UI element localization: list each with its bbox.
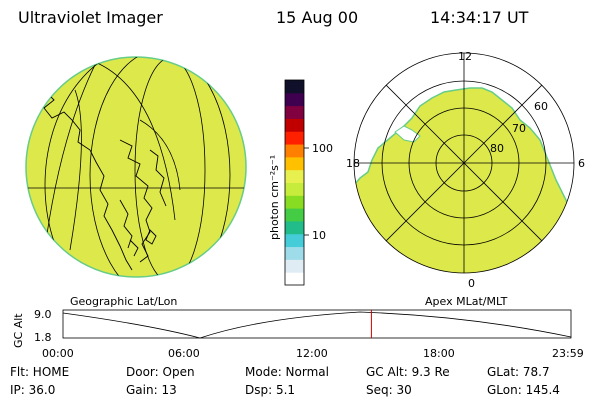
colorbar-segment [285, 144, 304, 158]
colorbar-segment [285, 156, 304, 171]
geographic-caption: Geographic Lat/Lon [70, 295, 177, 308]
status-glon: GLon: 145.4 [487, 383, 560, 397]
colorbar-segment [285, 80, 304, 94]
polar-gap [394, 125, 421, 143]
status-flt: Flt: HOME [10, 365, 70, 379]
altitude-curve [62, 311, 572, 339]
xtick-2359: 23:59 [552, 347, 584, 360]
mlt-label-18: 18 [346, 157, 360, 170]
lat-label-60: 60 [534, 100, 548, 113]
mlt-label-6: 6 [578, 157, 585, 170]
colorbar-segment [285, 208, 304, 222]
xtick-0600: 06:00 [168, 347, 200, 360]
xtick-1800: 18:00 [423, 347, 455, 360]
lat-label-70: 70 [512, 122, 526, 135]
status-gc-alt: GC Alt: 9.3 Re [366, 365, 450, 379]
colorbar-segment [285, 105, 304, 119]
colorbar-segment [285, 182, 304, 196]
instrument-title: Ultraviolet Imager [18, 8, 163, 27]
colorbar-gradient [285, 80, 304, 286]
mlt-label-0: 0 [468, 277, 475, 290]
status-ip: IP: 36.0 [10, 383, 56, 397]
polar-grid [353, 52, 575, 274]
polar-image: 12 18 6 0 60 70 80 [346, 50, 585, 290]
status-mode: Mode: Normal [245, 365, 329, 379]
time-label: 14:34:17 UT [430, 8, 529, 27]
altitude-ytick-high: 9.0 [34, 308, 52, 321]
colorbar-segment [285, 233, 304, 248]
xtick-1200: 12:00 [296, 347, 328, 360]
colorbar-tick-label-100: 100 [312, 142, 333, 155]
colorbar-segment [285, 195, 304, 209]
colorbar-segment [285, 131, 304, 145]
status-dsp: Dsp: 5.1 [245, 383, 296, 397]
colorbar-unit-label: photon cm⁻²s⁻¹ [268, 155, 281, 240]
colorbar-segment [285, 259, 304, 273]
colorbar-tick-label-10: 10 [312, 229, 326, 242]
polar-aurora-fill [354, 87, 574, 273]
status-glat: GLat: 78.7 [487, 365, 550, 379]
altitude-plot-frame [62, 309, 572, 339]
colorbar-segment [285, 220, 304, 235]
mlt-label-12: 12 [458, 50, 472, 63]
xtick-0000: 00:00 [42, 347, 74, 360]
geographic-image [25, 56, 247, 278]
colorbar-segment [285, 246, 304, 260]
colorbar-segment [285, 118, 304, 132]
colorbar-segment [285, 92, 304, 107]
lat-label-80: 80 [490, 142, 504, 155]
status-door: Door: Open [126, 365, 195, 379]
status-gain: Gain: 13 [126, 383, 177, 397]
colorbar: 100 10 photon cm⁻²s⁻¹ [268, 79, 333, 286]
apex-caption: Apex MLat/MLT [425, 295, 508, 308]
date-label: 15 Aug 00 [276, 8, 359, 27]
altitude-plot: GC Alt 9.0 1.8 00:00 06:00 12:00 18:00 2… [12, 308, 584, 360]
altitude-ytick-low: 1.8 [34, 331, 52, 344]
altitude-ylabel: GC Alt [12, 313, 25, 348]
status-seq: Seq: 30 [366, 383, 412, 397]
colorbar-frame [284, 79, 305, 286]
colorbar-segment [285, 169, 304, 183]
colorbar-segment [285, 272, 304, 286]
